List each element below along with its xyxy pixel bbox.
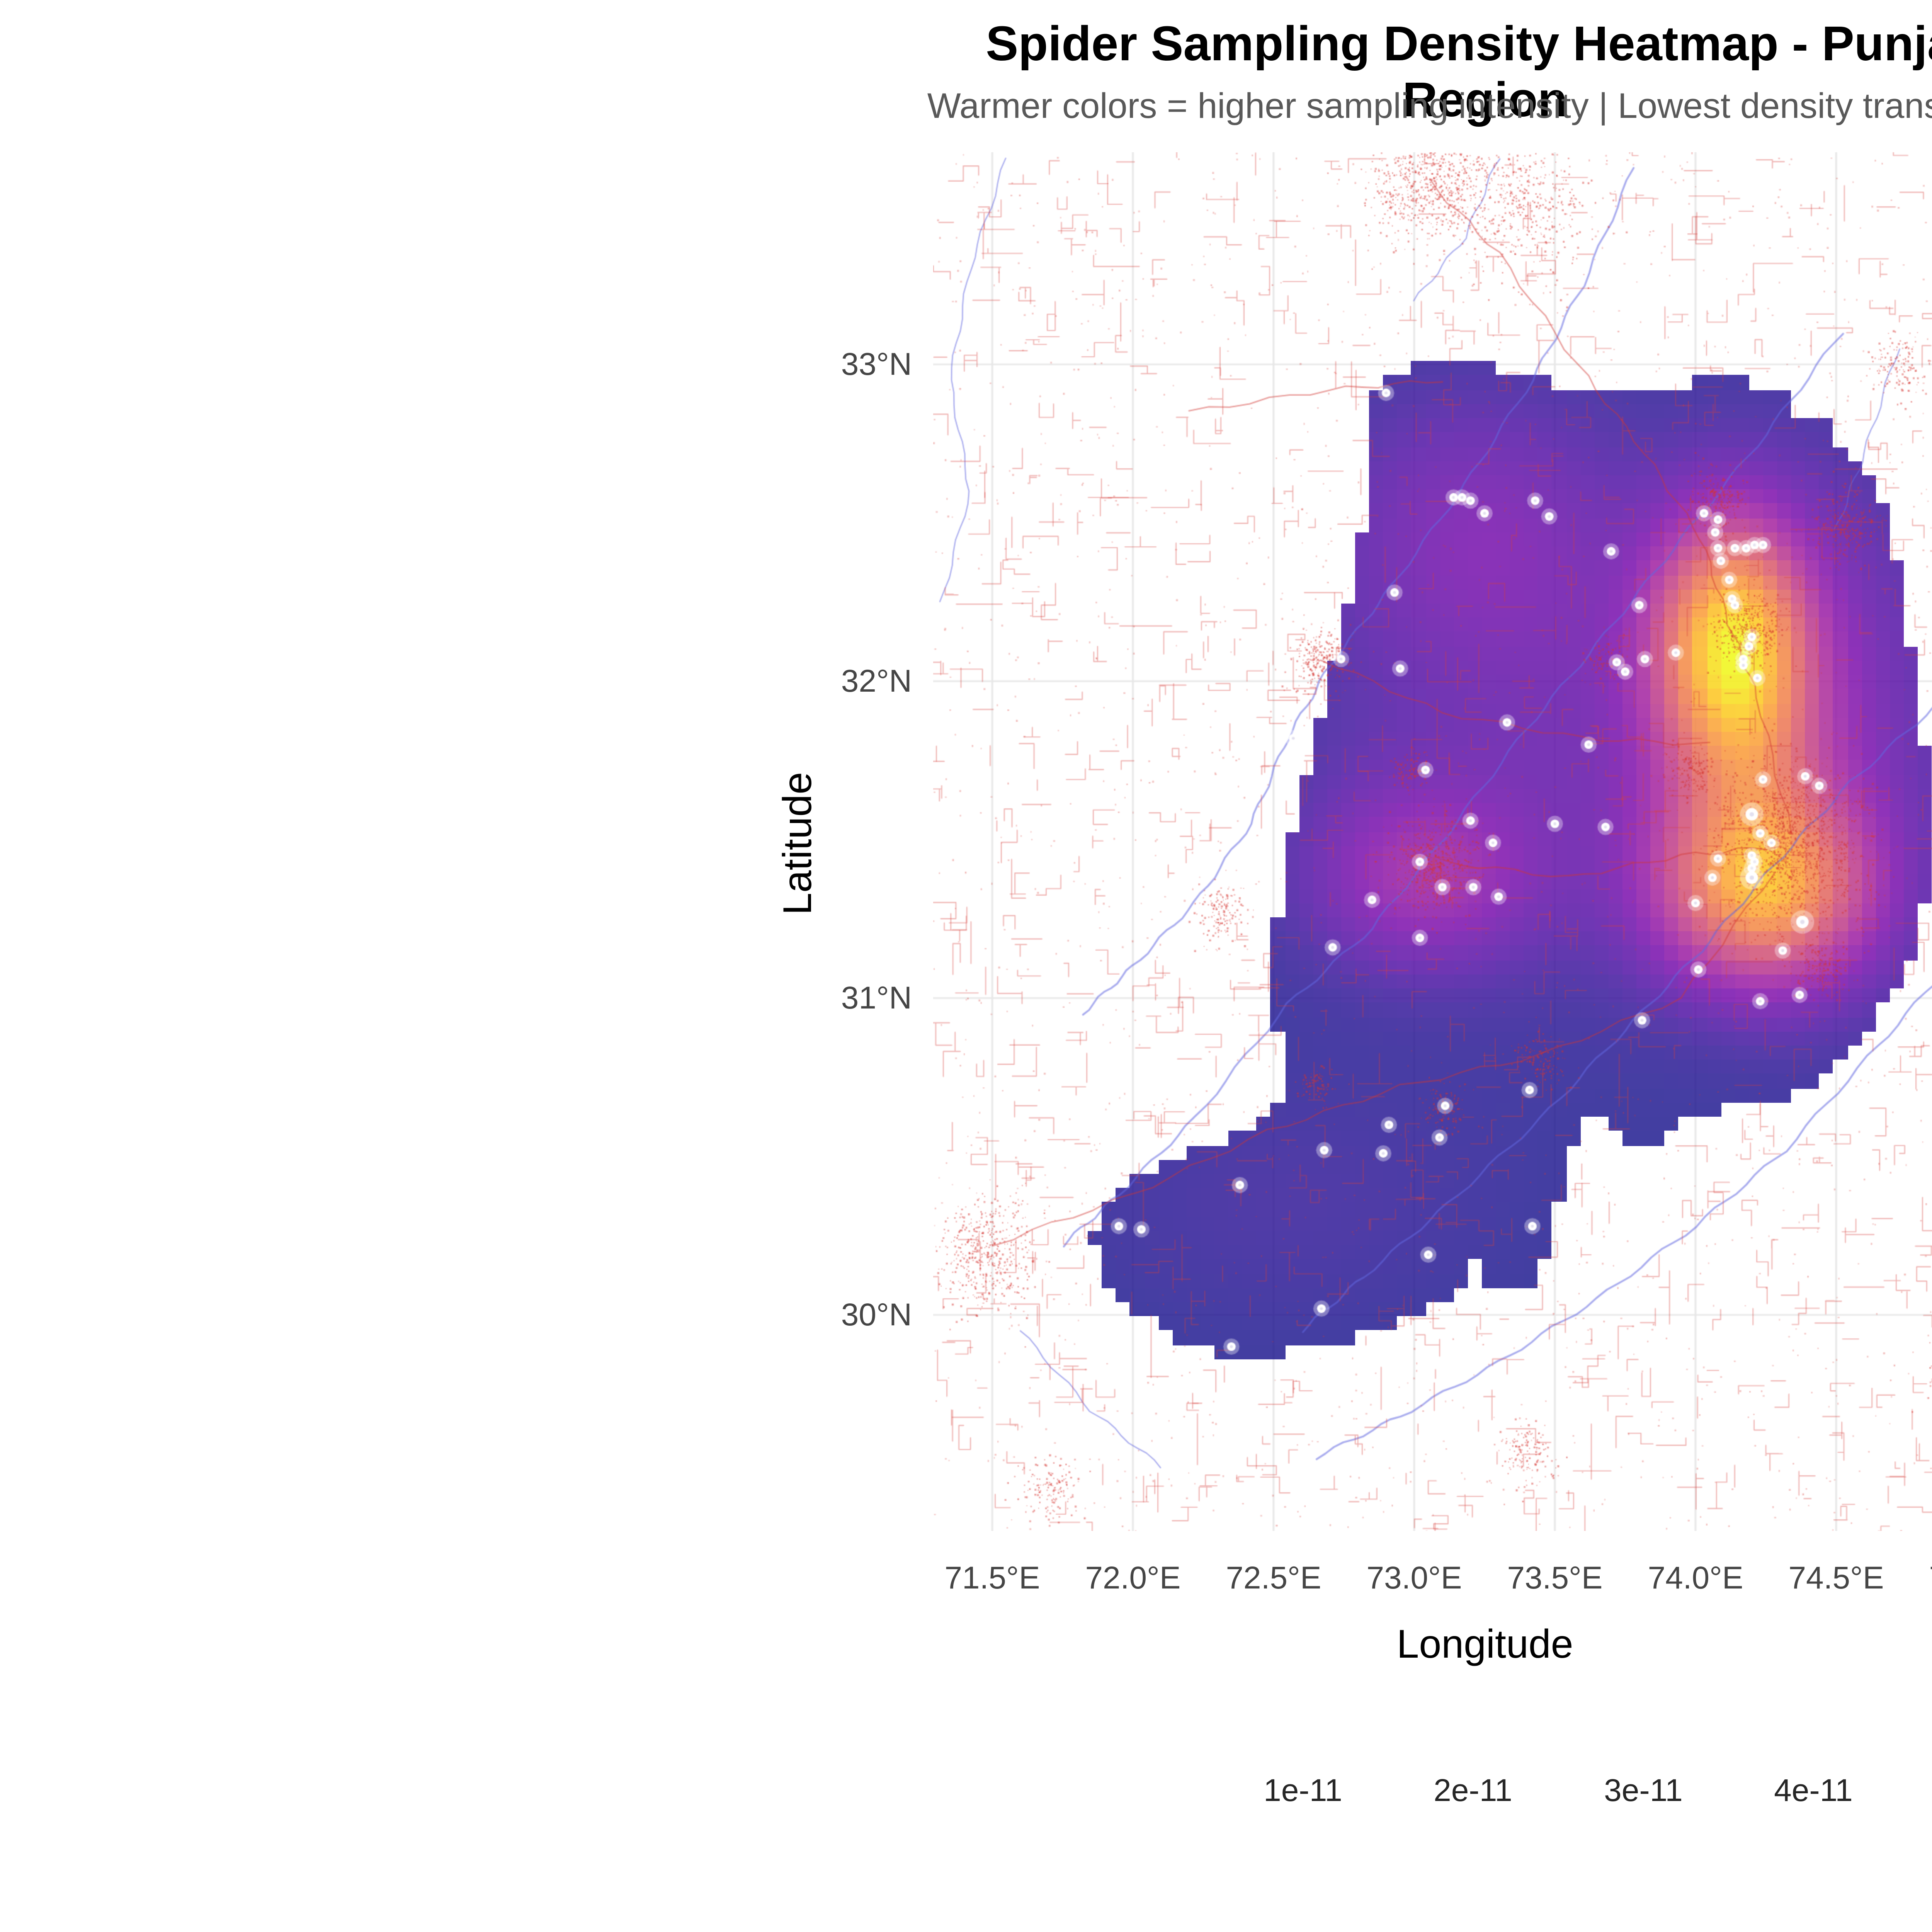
legend-tick-label: 3e-11 — [1604, 1773, 1683, 1808]
x-tick-label: 75.0°E — [1896, 1560, 1932, 1597]
legend-tick-label: 1e-11 — [1264, 1773, 1342, 1808]
legend-tick-label: 2e-11 — [1434, 1773, 1512, 1808]
samples-overlay-canvas — [933, 152, 1932, 1531]
x-tick-label: 71.5°E — [944, 1560, 1040, 1595]
chart-title: Spider Sampling Density Heatmap - Punjab… — [986, 16, 1932, 127]
y-tick-label: 31°N — [841, 980, 912, 1015]
chart-subtitle: Warmer colors = higher sampling intensit… — [927, 86, 1932, 126]
x-tick-label: 72.5°E — [1226, 1560, 1321, 1595]
x-tick-label: 74.5°E — [1788, 1560, 1884, 1595]
x-tick-label: 74.0°E — [1648, 1560, 1743, 1595]
x-tick-label: 73.0°E — [1366, 1560, 1462, 1595]
legend-tick-label: 4e-11 — [1774, 1773, 1853, 1808]
x-axis-title: Longitude — [1396, 1622, 1573, 1667]
y-tick-label: 33°N — [841, 347, 912, 382]
x-tick-label: 73.5°E — [1507, 1560, 1603, 1595]
x-tick-label: 72.0°E — [1085, 1560, 1181, 1595]
y-axis-title: Latitude — [775, 772, 820, 915]
map-panel — [933, 152, 1932, 1531]
figure-root: Spider Sampling Density Heatmap - Punjab… — [775, 16, 1932, 1808]
y-tick-label: 30°N — [841, 1297, 912, 1332]
y-tick-label: 32°N — [841, 663, 912, 699]
